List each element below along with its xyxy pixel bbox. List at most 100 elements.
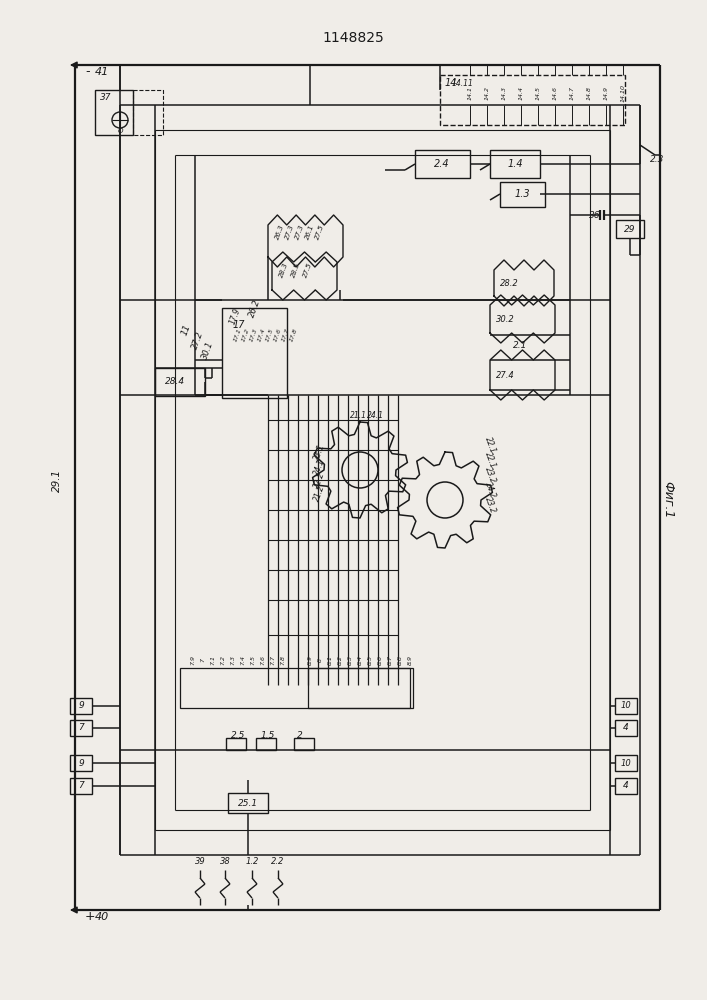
Bar <box>308 668 413 708</box>
Text: 14.3: 14.3 <box>501 86 506 100</box>
Bar <box>226 738 246 750</box>
Text: 27.3: 27.3 <box>284 224 295 240</box>
Text: 2.5: 2.5 <box>230 730 245 740</box>
Bar <box>615 755 637 771</box>
Text: -: - <box>85 66 90 79</box>
Bar <box>616 220 644 238</box>
Text: 8.9: 8.9 <box>308 655 312 665</box>
Bar <box>180 668 410 708</box>
Text: 7.7: 7.7 <box>271 655 276 665</box>
Text: 14.5: 14.5 <box>535 86 540 100</box>
Text: 27.4: 27.4 <box>496 370 515 379</box>
Text: 17.8: 17.8 <box>289 328 299 342</box>
Text: 38: 38 <box>220 857 230 866</box>
Bar <box>155 368 205 396</box>
Text: 11: 11 <box>180 323 192 337</box>
Text: 17.1: 17.1 <box>233 328 243 342</box>
Text: 24.1: 24.1 <box>366 410 383 420</box>
Text: 28.4: 28.4 <box>165 377 185 386</box>
Text: 9: 9 <box>78 758 84 768</box>
Text: 7.8: 7.8 <box>281 655 286 665</box>
Text: 26.2: 26.2 <box>247 298 262 318</box>
Text: 1.3: 1.3 <box>514 189 530 199</box>
Text: 8.6: 8.6 <box>378 655 382 665</box>
Bar <box>256 738 276 750</box>
Text: 14.1: 14.1 <box>467 86 472 100</box>
Text: 14.2: 14.2 <box>484 86 489 100</box>
Text: 7.3: 7.3 <box>230 655 235 665</box>
Bar <box>500 182 545 207</box>
Bar <box>133 90 163 135</box>
Bar <box>70 778 92 794</box>
Text: 22.1: 22.1 <box>483 450 497 470</box>
Text: +: + <box>85 910 95 924</box>
Text: 17.6: 17.6 <box>274 328 283 342</box>
Text: 25.1: 25.1 <box>238 798 258 808</box>
Text: 23.2: 23.2 <box>483 495 497 515</box>
Text: 7.5: 7.5 <box>250 655 255 665</box>
Text: 17.7: 17.7 <box>281 328 291 342</box>
Text: 14.6: 14.6 <box>552 86 558 100</box>
Text: 8.8: 8.8 <box>397 655 402 665</box>
Bar <box>70 755 92 771</box>
Text: 7.4: 7.4 <box>240 655 245 665</box>
Bar <box>615 720 637 736</box>
Bar <box>70 720 92 736</box>
Text: 2.2: 2.2 <box>271 857 285 866</box>
Text: 30.2: 30.2 <box>496 314 515 324</box>
Text: 27.5: 27.5 <box>314 224 325 240</box>
Bar <box>95 90 133 135</box>
Text: 30.1: 30.1 <box>200 340 215 360</box>
Text: 8.5: 8.5 <box>368 655 373 665</box>
Text: 37: 37 <box>100 93 112 102</box>
Text: 27.5: 27.5 <box>302 262 313 278</box>
Text: 22.2: 22.2 <box>313 470 327 490</box>
Text: 14.11: 14.11 <box>452 79 474 88</box>
Text: 7.6: 7.6 <box>260 655 266 665</box>
Text: 17.3: 17.3 <box>250 328 259 342</box>
Bar <box>490 150 540 178</box>
Text: 26.1: 26.1 <box>304 224 315 240</box>
Text: 29.1: 29.1 <box>52 468 62 492</box>
Text: 8: 8 <box>317 658 322 662</box>
Bar <box>415 150 470 178</box>
Text: 23.1: 23.1 <box>313 442 327 462</box>
Text: 21.2: 21.2 <box>313 483 327 503</box>
Text: 24.1: 24.1 <box>313 457 327 477</box>
Text: 28.5: 28.5 <box>290 262 301 278</box>
Bar <box>228 793 268 813</box>
Bar <box>222 308 287 398</box>
Text: 1.2: 1.2 <box>245 857 259 866</box>
Text: 10: 10 <box>621 702 631 710</box>
Text: 14.4: 14.4 <box>518 86 523 100</box>
Text: 1.5: 1.5 <box>261 730 275 740</box>
Text: 8.4: 8.4 <box>358 655 363 665</box>
Text: 2: 2 <box>297 730 303 740</box>
Text: 8.9: 8.9 <box>407 655 412 665</box>
Text: 10: 10 <box>621 758 631 768</box>
Text: 26.3: 26.3 <box>274 224 285 240</box>
Text: 8.1: 8.1 <box>327 655 332 665</box>
Text: 17.2: 17.2 <box>241 328 251 342</box>
Text: 27.2: 27.2 <box>190 330 205 350</box>
Text: 8.2: 8.2 <box>337 655 342 665</box>
Text: 7: 7 <box>78 724 84 732</box>
Text: 17: 17 <box>233 320 245 330</box>
Text: 29: 29 <box>624 225 636 233</box>
Text: 8.3: 8.3 <box>348 655 353 665</box>
Text: 7: 7 <box>78 782 84 790</box>
Bar <box>294 738 314 750</box>
Text: 28.2: 28.2 <box>500 278 519 288</box>
Text: 9: 9 <box>78 702 84 710</box>
Text: 27.3: 27.3 <box>294 224 305 240</box>
Text: 14.7: 14.7 <box>570 86 575 100</box>
Text: 14: 14 <box>445 78 457 88</box>
Bar <box>70 698 92 714</box>
Text: 41: 41 <box>95 67 110 77</box>
Text: 22.1: 22.1 <box>483 435 497 455</box>
Text: 14.10: 14.10 <box>621 84 626 102</box>
Text: 7: 7 <box>201 658 206 662</box>
Text: 4: 4 <box>623 724 629 732</box>
Text: 1148825: 1148825 <box>322 31 384 45</box>
Text: 17.5: 17.5 <box>265 328 275 342</box>
